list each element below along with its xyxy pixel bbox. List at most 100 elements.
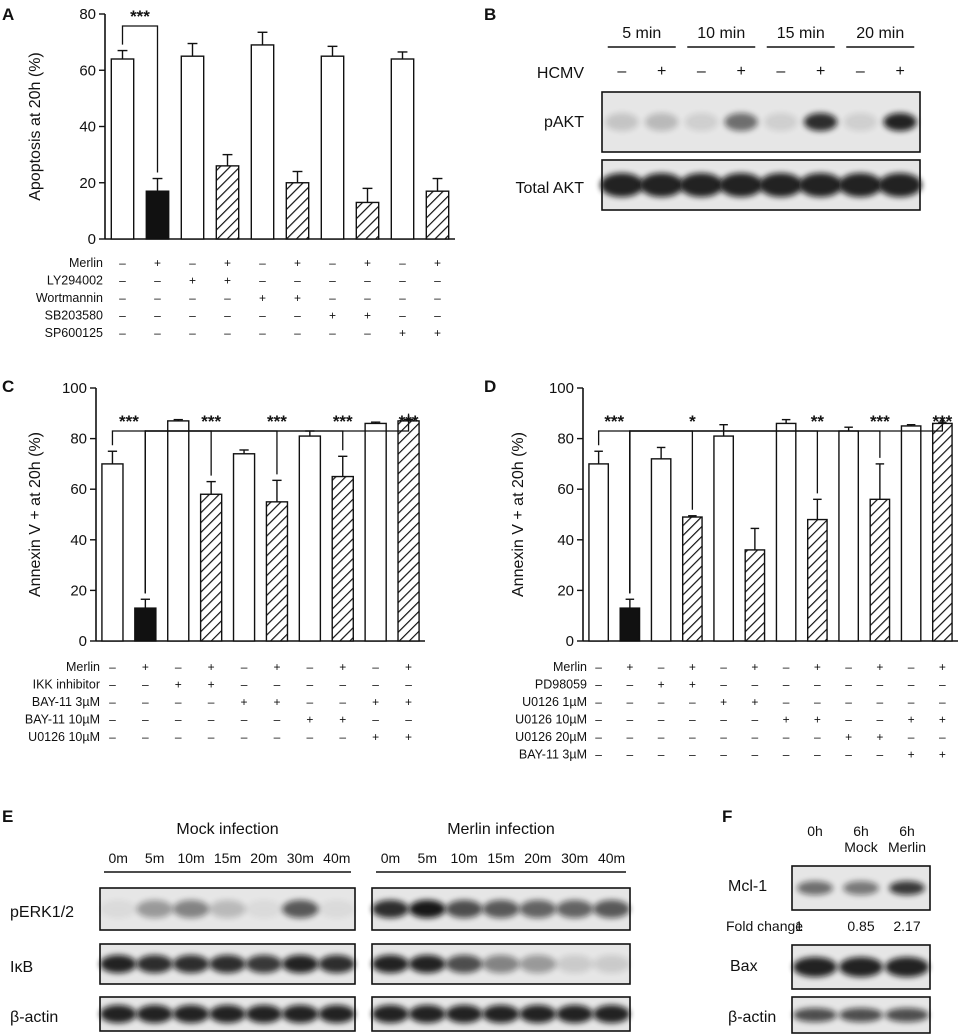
condition-label: BAY-11 3µM (32, 695, 100, 709)
panel-label-e: E (2, 807, 13, 826)
condition-label: BAY-11 3µM (519, 748, 587, 762)
condition-sign: – (845, 713, 852, 727)
condition-sign: – (241, 660, 248, 674)
condition-sign: – (307, 678, 314, 692)
actin-blot-band (100, 1005, 137, 1023)
total-akt-blot-band (798, 173, 843, 197)
column-label: 6h (899, 823, 915, 839)
condition-sign: + (224, 274, 231, 288)
condition-sign: – (175, 730, 182, 744)
condition-sign: – (689, 713, 696, 727)
hcmv-sign: + (736, 63, 745, 80)
condition-sign: – (752, 678, 759, 692)
ikb-blot-band (209, 955, 246, 973)
condition-sign: – (329, 256, 336, 270)
y-axis-label: Annexin V + at 20h (%) (27, 432, 44, 597)
condition-sign: – (399, 256, 406, 270)
condition-sign: – (119, 309, 126, 323)
condition-sign: – (109, 660, 116, 674)
ikb-blot-band (282, 955, 319, 973)
condition-sign: + (908, 713, 915, 727)
condition-sign: + (814, 713, 821, 727)
ikb-blot-band (482, 955, 520, 973)
perk-blot-band (282, 900, 319, 918)
condition-sign: – (109, 695, 116, 709)
condition-sign: – (142, 730, 149, 744)
condition-sign: – (175, 695, 182, 709)
condition-label: Merlin (69, 256, 103, 270)
bar (232, 453, 256, 642)
condition-sign: – (274, 678, 281, 692)
condition-sign: – (339, 695, 346, 709)
bar (681, 516, 703, 642)
condition-sign: – (595, 695, 602, 709)
pakt-blot-band (764, 113, 798, 131)
total-akt-blot-band (878, 173, 922, 197)
condition-sign: + (876, 660, 883, 674)
time-label: 20m (524, 850, 551, 866)
total-akt-blot-band (838, 173, 883, 197)
condition-sign: + (689, 678, 696, 692)
significance-label: * (689, 412, 696, 431)
blot-label-actin: β-actin (728, 1009, 776, 1026)
perk-blot-band (593, 900, 630, 918)
condition-sign: – (154, 274, 161, 288)
condition-sign: – (658, 713, 665, 727)
condition-sign: – (399, 309, 406, 323)
bar (320, 55, 345, 240)
fold-change-value: 0.85 (847, 918, 874, 934)
timepoint-label: 15 min (777, 25, 825, 42)
bar (713, 435, 735, 642)
hcmv-sign: + (657, 63, 666, 80)
perk-blot-band (100, 900, 137, 918)
total-akt-blot-band (679, 173, 724, 197)
condition-sign: – (154, 309, 161, 323)
significance-label: *** (119, 412, 139, 431)
y-tick-label: 40 (557, 532, 574, 549)
condition-sign: – (109, 713, 116, 727)
actin-blot-band (482, 1005, 520, 1023)
condition-sign: – (877, 748, 884, 762)
condition-sign: + (434, 256, 441, 270)
condition-sign: – (364, 274, 371, 288)
bar (285, 182, 310, 240)
blot-label-pakt: pAKT (544, 114, 584, 131)
timepoint-label: 5 min (622, 25, 661, 42)
bar (145, 190, 170, 240)
condition-sign: + (658, 678, 665, 692)
panel-label-a: A (2, 5, 14, 24)
significance-bracket (121, 25, 159, 173)
condition-sign: + (845, 730, 852, 744)
condition-sign: – (720, 730, 727, 744)
condition-sign: + (399, 326, 406, 340)
condition-sign: – (405, 678, 412, 692)
panel-label-d: D (484, 377, 496, 396)
perk-blot-band (209, 900, 246, 918)
condition-sign: – (845, 678, 852, 692)
condition-sign: – (329, 274, 336, 288)
perk-blot-band (556, 900, 594, 918)
ikb-blot-band (519, 955, 557, 973)
condition-sign: – (109, 678, 116, 692)
bar (298, 435, 322, 642)
mcl1-blot-band (889, 881, 925, 895)
condition-sign: – (783, 748, 790, 762)
condition-sign: – (658, 695, 665, 709)
condition-sign: – (294, 274, 301, 288)
condition-sign: – (189, 326, 196, 340)
ikb-blot-band (372, 955, 409, 973)
panel-label-f: F (722, 807, 732, 826)
ikb-blot-band (136, 955, 173, 973)
bar (931, 422, 953, 642)
y-axis-label: Annexin V + at 20h (%) (510, 432, 527, 597)
bax-blot-band (839, 957, 883, 977)
condition-sign: – (595, 660, 602, 674)
significance-label: *** (201, 412, 221, 431)
condition-sign: – (434, 309, 441, 323)
condition-sign: – (208, 713, 215, 727)
actin-blot-band (593, 1005, 630, 1023)
bar (425, 190, 450, 240)
condition-label: Merlin (66, 660, 100, 674)
condition-sign: + (142, 660, 149, 674)
time-label: 30m (287, 850, 314, 866)
